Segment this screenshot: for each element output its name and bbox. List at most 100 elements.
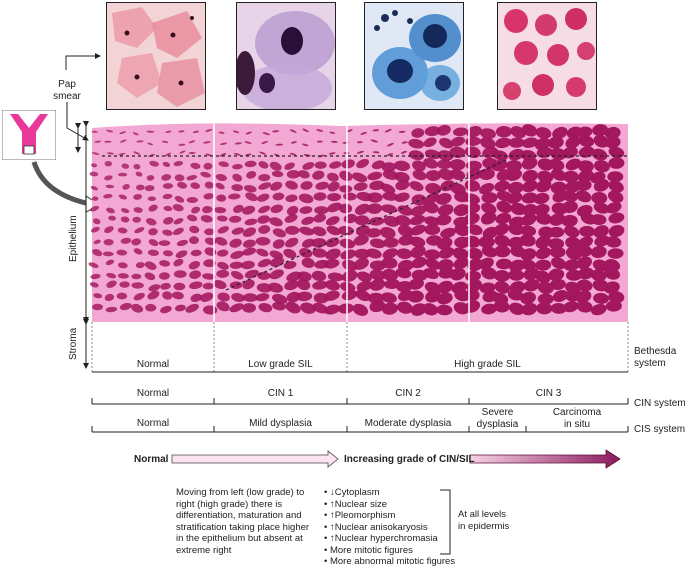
- nucleus: [449, 146, 466, 159]
- nucleus: [454, 223, 471, 237]
- pap-smear-line2: smear: [53, 91, 81, 102]
- nucleus: [217, 292, 230, 302]
- nucleus: [407, 290, 424, 303]
- nucleus: [298, 193, 314, 204]
- nucleus: [576, 279, 593, 292]
- nucleus: [118, 152, 126, 156]
- nucleus: [133, 248, 143, 255]
- nucleus: [300, 302, 316, 314]
- nucleus: [535, 270, 551, 284]
- nucleus: [214, 236, 228, 246]
- nucleus: [550, 302, 567, 314]
- nucleus: [172, 291, 184, 300]
- nucleus: [146, 175, 155, 181]
- nucleus: [161, 140, 169, 144]
- nucleus: [186, 175, 198, 181]
- nucleus: [330, 140, 338, 143]
- nucleus: [203, 259, 216, 268]
- nucleus: [133, 163, 141, 170]
- nucleus: [290, 141, 297, 144]
- nucleus: [257, 193, 270, 202]
- nucleus: [577, 160, 594, 173]
- nucleus: [491, 159, 508, 172]
- nucleus: [272, 130, 280, 133]
- nucleus: [337, 303, 354, 314]
- nucleus: [438, 247, 455, 259]
- nucleus: [175, 250, 188, 259]
- nucleus: [478, 257, 494, 270]
- nucleus: [563, 301, 579, 313]
- nucleus: [312, 248, 327, 258]
- nucleus: [535, 127, 552, 139]
- nucleus: [346, 129, 353, 133]
- nucleus: [340, 249, 356, 260]
- nucleus: [283, 261, 297, 270]
- nucleus: [409, 181, 424, 192]
- nucleus: [191, 206, 201, 214]
- nucleus: [436, 237, 453, 250]
- nucleus: [325, 237, 340, 248]
- nucleus: [174, 174, 185, 182]
- nucleus: [272, 302, 287, 311]
- nucleus: [329, 131, 336, 134]
- nucleus: [423, 158, 438, 169]
- nucleus: [522, 204, 538, 217]
- hsil-cells-drawing: [365, 3, 463, 109]
- nucleus: [481, 303, 498, 315]
- nucleus: [566, 269, 582, 281]
- nucleus: [608, 157, 625, 169]
- nucleus: [352, 172, 368, 183]
- nucleus: [381, 292, 397, 303]
- nucleus: [272, 228, 287, 238]
- nucleus: [466, 168, 483, 180]
- pap-arrow-up: [65, 53, 101, 70]
- nucleus: [219, 152, 227, 157]
- cis-carcinoma: Carcinoma in situ: [526, 407, 628, 431]
- nucleus: [261, 140, 268, 145]
- nucleus: [217, 249, 229, 257]
- nucleus: [92, 248, 103, 257]
- nucleus: [424, 126, 441, 137]
- nucleus: [438, 168, 454, 181]
- nucleus: [608, 180, 624, 193]
- nucleus: [369, 238, 386, 249]
- nucleus: [400, 150, 407, 154]
- cin-normal: Normal: [136, 388, 170, 399]
- nucleus: [535, 247, 552, 260]
- nucleus: [104, 161, 113, 167]
- nucleus: [575, 290, 592, 304]
- pap-smear-label: Pap smear: [50, 79, 84, 103]
- nucleus: [131, 282, 144, 289]
- nucleus: [519, 234, 536, 247]
- nucleus: [522, 169, 538, 183]
- nucleus: [605, 300, 622, 312]
- nucleus: [341, 159, 355, 169]
- nucleus: [410, 205, 427, 217]
- nucleus: [366, 228, 382, 238]
- nucleus: [256, 283, 273, 293]
- nucleus: [520, 259, 537, 271]
- nucleus: [549, 246, 566, 258]
- nucleus: [173, 258, 184, 267]
- nucleus: [327, 202, 342, 213]
- nucleus: [435, 214, 452, 226]
- nucleus: [466, 247, 483, 260]
- nucleus: [326, 225, 341, 236]
- nucleus: [312, 226, 327, 237]
- nucleus: [173, 218, 184, 225]
- nucleus: [174, 304, 186, 312]
- nucleus: [258, 182, 272, 190]
- nucleus: [203, 162, 213, 170]
- nucleus: [269, 181, 283, 191]
- nucleus: [371, 160, 385, 170]
- nucleus: [396, 281, 413, 293]
- bethesda-system-line2: system: [634, 358, 666, 369]
- nucleus: [382, 169, 399, 180]
- nucleus: [369, 180, 385, 191]
- nucleus: [269, 269, 284, 280]
- nucleus: [216, 215, 228, 222]
- nucleus: [480, 211, 497, 225]
- nucleus: [91, 196, 99, 201]
- nucleus: [422, 303, 439, 316]
